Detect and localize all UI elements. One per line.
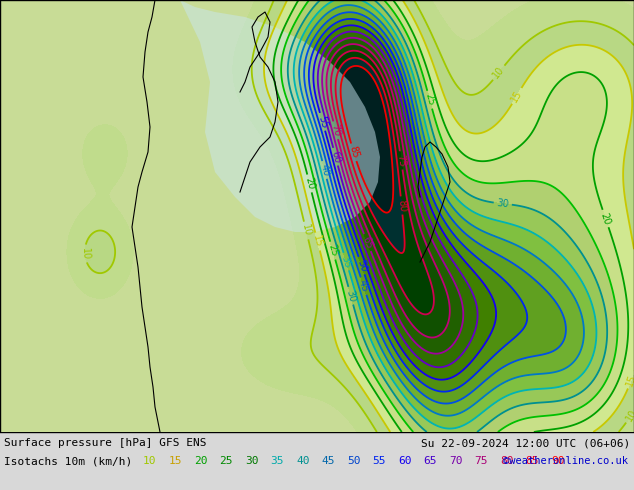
Text: 90: 90 bbox=[551, 456, 564, 466]
Text: 30: 30 bbox=[245, 456, 259, 466]
Text: 15: 15 bbox=[509, 88, 524, 104]
Text: 55: 55 bbox=[316, 114, 329, 129]
Text: 30: 30 bbox=[344, 289, 357, 303]
Text: 10: 10 bbox=[80, 247, 90, 260]
Text: 85: 85 bbox=[347, 145, 360, 160]
Text: 20: 20 bbox=[599, 211, 612, 226]
Text: Isotachs 10m (km/h): Isotachs 10m (km/h) bbox=[4, 456, 133, 466]
Text: 10: 10 bbox=[143, 456, 157, 466]
Text: 40: 40 bbox=[296, 456, 309, 466]
Text: 80: 80 bbox=[396, 199, 407, 212]
Polygon shape bbox=[0, 0, 160, 432]
Text: 60: 60 bbox=[398, 456, 411, 466]
Text: 10: 10 bbox=[491, 65, 507, 81]
Text: 10: 10 bbox=[624, 407, 634, 423]
Text: 70: 70 bbox=[329, 123, 342, 138]
Text: 10: 10 bbox=[300, 223, 313, 238]
Text: 35: 35 bbox=[271, 456, 284, 466]
Text: 25: 25 bbox=[219, 456, 233, 466]
Text: 70: 70 bbox=[449, 456, 462, 466]
Text: 15: 15 bbox=[169, 456, 182, 466]
Text: 30: 30 bbox=[496, 198, 510, 209]
Polygon shape bbox=[180, 0, 380, 232]
Text: 20: 20 bbox=[194, 456, 207, 466]
Text: 50: 50 bbox=[355, 258, 368, 273]
Text: 80: 80 bbox=[500, 456, 514, 466]
Text: 45: 45 bbox=[357, 279, 370, 294]
Text: Surface pressure [hPa] GFS ENS: Surface pressure [hPa] GFS ENS bbox=[4, 438, 207, 448]
Text: 65: 65 bbox=[424, 456, 437, 466]
Text: 75: 75 bbox=[396, 153, 407, 167]
Text: 65: 65 bbox=[361, 235, 374, 250]
Text: 35: 35 bbox=[340, 254, 353, 269]
Text: 20: 20 bbox=[303, 176, 316, 191]
Text: 55: 55 bbox=[373, 456, 386, 466]
Polygon shape bbox=[180, 152, 385, 432]
Text: ©weatheronline.co.uk: ©weatheronline.co.uk bbox=[503, 456, 628, 466]
Polygon shape bbox=[225, 182, 360, 432]
Text: 60: 60 bbox=[329, 149, 342, 164]
Text: 50: 50 bbox=[347, 456, 361, 466]
Text: 45: 45 bbox=[321, 456, 335, 466]
Text: 85: 85 bbox=[526, 456, 539, 466]
Text: 25: 25 bbox=[424, 93, 436, 107]
Text: Su 22-09-2024 12:00 UTC (06+06): Su 22-09-2024 12:00 UTC (06+06) bbox=[421, 438, 630, 448]
Text: 25: 25 bbox=[327, 243, 339, 258]
Text: 75: 75 bbox=[474, 456, 488, 466]
Text: 15: 15 bbox=[311, 234, 324, 249]
Text: 15: 15 bbox=[624, 372, 634, 388]
Text: 40: 40 bbox=[318, 163, 331, 177]
